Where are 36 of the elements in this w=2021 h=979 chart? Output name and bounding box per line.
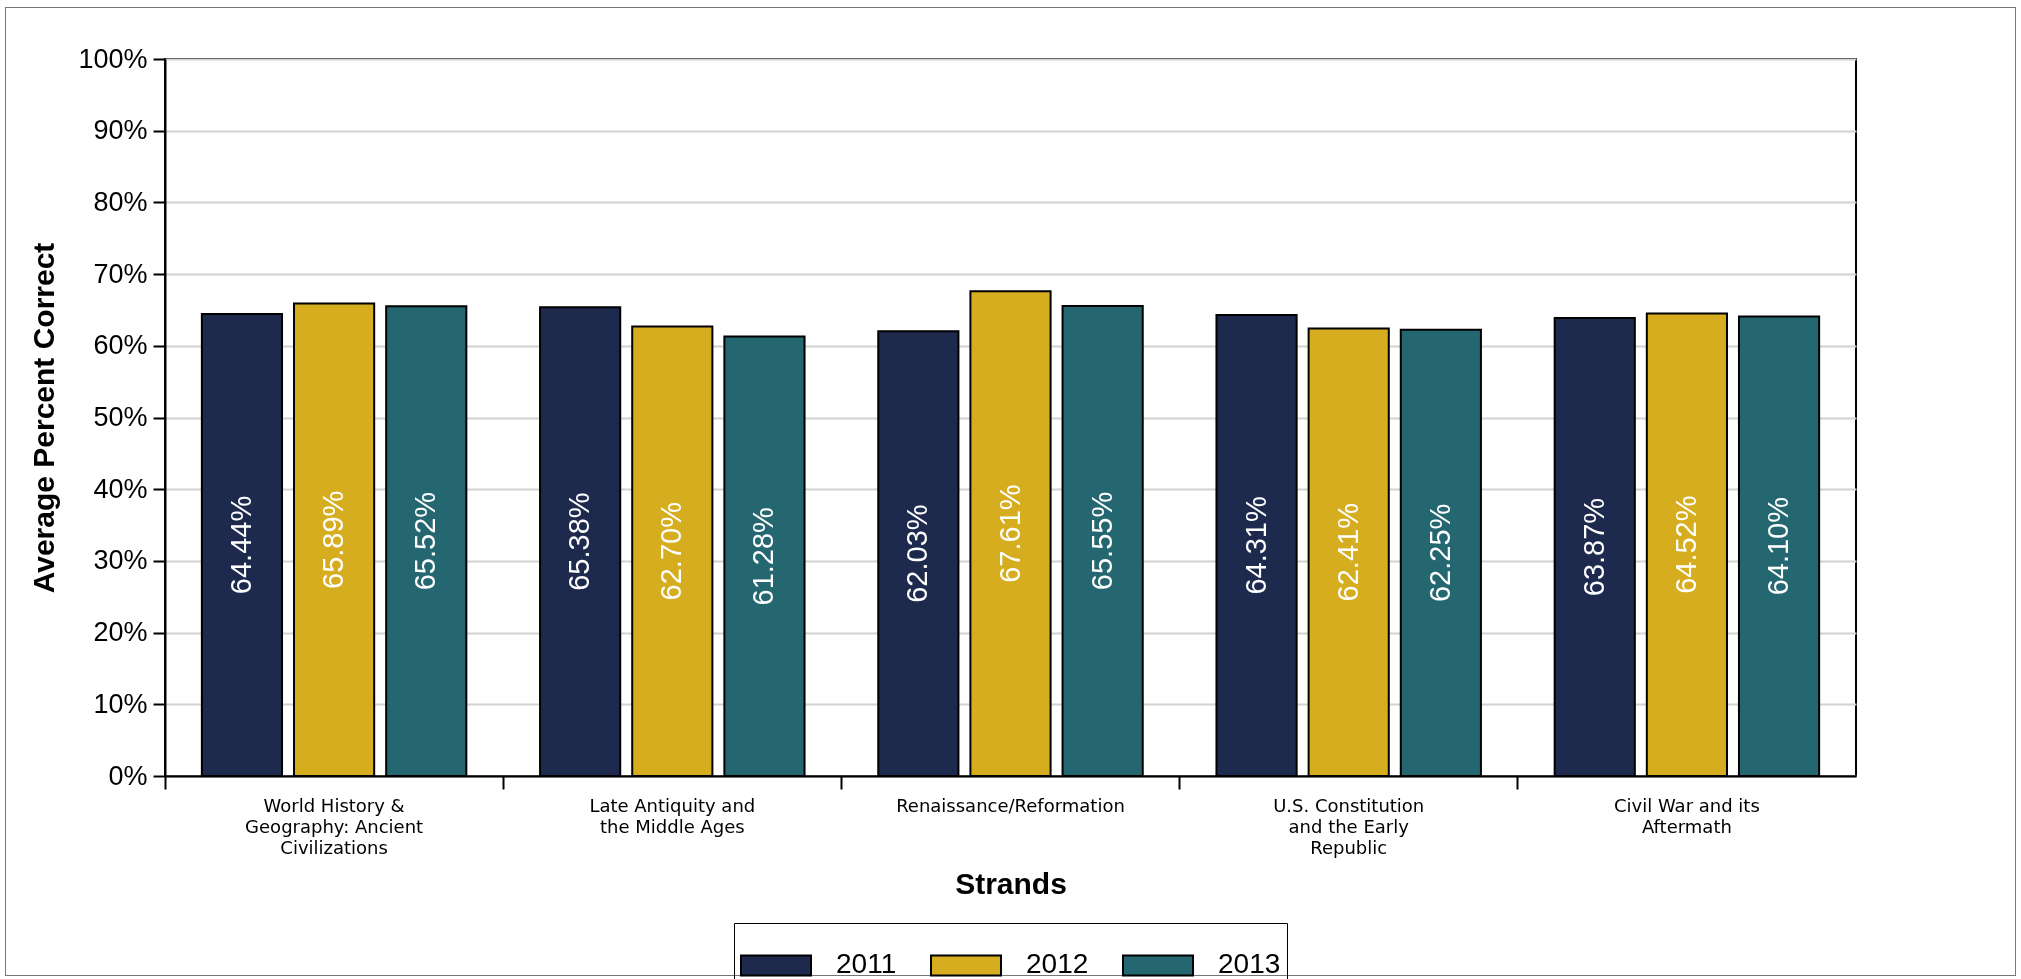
data-label: 64.31% (1239, 496, 1272, 595)
y-tick-label: 70% (93, 258, 148, 289)
legend-label: 2013 (1218, 948, 1281, 979)
x-tick-label: World History & Geography: Ancient Civilizations (245, 794, 424, 858)
x-tick-label: Civil War and its Aftermath (1614, 794, 1760, 837)
data-label: 62.25% (1423, 503, 1456, 603)
y-tick-label: 60% (93, 330, 148, 361)
x-tick-label: U.S. Constitution and the Early Republic (1273, 794, 1425, 858)
data-label: 62.41% (1331, 503, 1364, 602)
y-tick-label: 30% (93, 545, 148, 576)
legend-label: 2012 (1026, 948, 1089, 979)
y-axis-title: Average Percent Correct (27, 242, 61, 594)
data-label: 61.28% (747, 507, 780, 606)
x-axis-title: Strands (955, 866, 1067, 900)
data-label: 65.52% (409, 491, 442, 591)
data-label: 62.70% (655, 502, 688, 601)
y-tick-label: 20% (93, 617, 148, 648)
y-tick-label: 100% (78, 43, 148, 74)
x-tick-label: Renaissance/Reformation (896, 794, 1125, 816)
data-label: 65.38% (563, 492, 596, 591)
data-label: 63.87% (1577, 497, 1610, 597)
y-tick-label: 90% (93, 115, 148, 146)
data-label: 65.55% (1085, 491, 1118, 591)
data-label: 64.44% (224, 495, 257, 595)
data-label: 67.61% (993, 484, 1026, 583)
x-tick-label: Late Antiquity and the Middle Ages (589, 794, 756, 837)
data-label: 65.89% (317, 490, 350, 589)
y-tick-label: 50% (93, 402, 148, 432)
data-label: 62.03% (901, 504, 934, 603)
data-label: 64.52% (1669, 495, 1702, 594)
y-tick-label: 40% (93, 473, 148, 504)
y-tick-label: 10% (93, 688, 148, 719)
y-tick-label: 0% (108, 760, 148, 791)
legend-label: 2011 (836, 948, 897, 979)
y-tick-label: 80% (93, 186, 148, 217)
data-label: 64.10% (1762, 497, 1795, 596)
